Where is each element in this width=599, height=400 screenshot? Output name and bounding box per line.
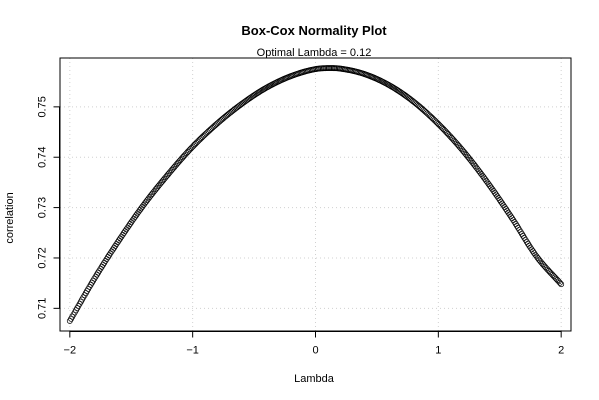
- data-point: [117, 235, 124, 242]
- data-point: [556, 279, 563, 286]
- data-point: [502, 206, 509, 212]
- data-point: [130, 215, 137, 222]
- data-point: [112, 242, 119, 249]
- y-tick-label-0: 0.71: [37, 298, 49, 319]
- data-point: [113, 241, 120, 247]
- data-point: [528, 246, 535, 253]
- data-point: [499, 200, 506, 207]
- data-point: [495, 195, 502, 202]
- data-point: [506, 211, 513, 218]
- data-point: [128, 219, 135, 226]
- data-point: [129, 217, 136, 224]
- data-point: [496, 196, 503, 203]
- data-points: [66, 65, 565, 324]
- data-point: [529, 248, 536, 255]
- x-axis-label: Lambda: [294, 373, 335, 385]
- data-point: [500, 202, 507, 209]
- data-point: [504, 207, 511, 214]
- data-point: [116, 237, 122, 244]
- y-axis: 0.71 0.72 0.73 0.74 0.75: [37, 96, 60, 319]
- y-tick-label-4: 0.75: [37, 96, 49, 117]
- x-tick-label-4: 2: [558, 345, 564, 357]
- data-point: [498, 198, 504, 205]
- data-point: [131, 214, 138, 220]
- y-axis-label: correlation: [4, 192, 16, 243]
- data-point: [509, 215, 515, 222]
- y-tick-label-2: 0.73: [37, 197, 49, 218]
- data-point: [114, 239, 121, 246]
- data-point: [122, 228, 129, 235]
- data-point: [558, 281, 565, 288]
- x-axis: −2 −1 0 1 2: [64, 331, 564, 357]
- x-tick-label-1: −1: [186, 345, 199, 357]
- data-point: [494, 193, 501, 200]
- data-point: [127, 221, 133, 227]
- data-point: [123, 226, 130, 233]
- grid: [60, 58, 571, 331]
- data-point: [490, 188, 497, 194]
- x-tick-label-3: 1: [435, 345, 441, 357]
- data-point: [505, 209, 512, 216]
- data-point: [108, 248, 115, 255]
- data-point: [118, 233, 125, 240]
- data-point: [109, 246, 116, 253]
- data-point: [125, 222, 132, 229]
- chart-subtitle: Optimal Lambda = 0.12: [257, 47, 372, 59]
- data-point: [124, 224, 131, 231]
- y-tick-label-1: 0.72: [37, 247, 49, 268]
- data-point: [111, 244, 117, 251]
- data-point: [491, 189, 498, 196]
- data-point: [507, 213, 514, 220]
- data-point: [493, 191, 500, 198]
- data-point: [119, 231, 126, 238]
- y-tick-label-3: 0.74: [37, 147, 49, 168]
- x-tick-label-0: −2: [64, 345, 77, 357]
- chart-title: Box-Cox Normality Plot: [241, 23, 387, 38]
- data-point: [120, 230, 127, 236]
- x-tick-label-2: 0: [312, 345, 318, 357]
